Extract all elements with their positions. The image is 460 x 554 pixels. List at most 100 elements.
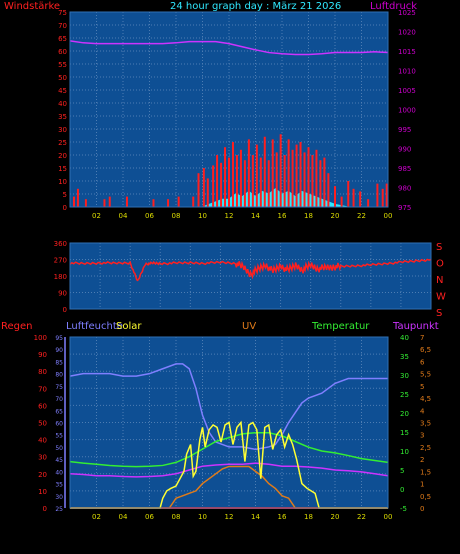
- dewpoint-label: Taupunkt: [393, 321, 439, 332]
- direction-tick-label: 0: [63, 306, 67, 314]
- climate-x-tick-label: 14: [251, 513, 260, 521]
- rain-tick-label: 20: [38, 471, 47, 479]
- pressure-tick-label: 1025: [398, 9, 416, 17]
- uv-tick-label: 1,5: [420, 468, 431, 476]
- climate-x-tick-label: 18: [304, 513, 313, 521]
- humidity-tick-label: 45: [55, 457, 63, 464]
- uv-tick-label: 4: [420, 407, 425, 415]
- rain-tick-label: 0: [43, 505, 47, 513]
- uv-tick-label: 5,5: [420, 371, 431, 379]
- wind-x-tick-label: 12: [225, 212, 234, 220]
- climate-x-tick-label: 20: [331, 513, 340, 521]
- temperature-tick-label: 25: [400, 391, 409, 399]
- temperature-tick-label: 10: [400, 448, 409, 456]
- temperature-tick-label: 5: [400, 467, 404, 475]
- wind-x-tick-label: 08: [172, 212, 181, 220]
- climate-x-tick-label: 08: [172, 513, 181, 521]
- humidity-tick-label: 90: [55, 347, 63, 354]
- solar-line: [70, 420, 388, 509]
- direction-tick-label: 270: [54, 257, 67, 265]
- wind-tick-label: 30: [58, 126, 67, 134]
- humidity-tick-label: 50: [55, 445, 63, 452]
- uv-tick-label: 2,5: [420, 444, 431, 452]
- direction-tick-label: 90: [58, 290, 67, 298]
- rain-tick-label: 10: [38, 488, 47, 496]
- wind-tick-label: 75: [58, 9, 67, 17]
- humidity-tick-label: 30: [55, 494, 63, 501]
- uv-tick-label: 6: [420, 358, 425, 366]
- pressure-tick-label: 1000: [398, 107, 416, 115]
- rain-tick-label: 60: [38, 402, 47, 410]
- temperature-tick-label: 15: [400, 429, 409, 437]
- pressure-tick-label: 1020: [398, 29, 416, 37]
- wind-panel-frame: [69, 11, 389, 208]
- direction-compass-label: S: [436, 242, 442, 253]
- uv-tick-label: 3: [420, 432, 424, 440]
- rain-tick-label: 100: [34, 334, 47, 342]
- humidity-tick-label: 85: [55, 359, 63, 366]
- wind-tick-label: 70: [58, 22, 67, 30]
- uv-line: [70, 465, 388, 509]
- uv-label: UV: [242, 321, 257, 332]
- temperature-tick-label: 35: [400, 353, 409, 361]
- uv-tick-label: 2: [420, 456, 424, 464]
- humidity-tick-label: 75: [55, 384, 63, 391]
- direction-panel-frame: [69, 242, 432, 310]
- wind-tick-label: 0: [63, 204, 67, 212]
- pressure-tick-label: 990: [398, 146, 411, 154]
- temperature-tick-label: 40: [400, 334, 409, 342]
- wind-tick-label: 5: [63, 191, 67, 199]
- pressure-tick-label: 1015: [398, 48, 416, 56]
- rain-tick-label: 90: [38, 351, 47, 359]
- pressure-tick-label: 1010: [398, 68, 416, 76]
- direction-compass-label: O: [436, 259, 444, 270]
- pressure-line: [69, 40, 389, 56]
- humidity-tick-label: 80: [55, 372, 63, 379]
- wind-tick-label: 65: [58, 35, 67, 43]
- temperature-tick-label: 20: [400, 410, 409, 418]
- temperature-tick-label: 0: [400, 486, 404, 494]
- uv-tick-label: 4,5: [420, 395, 431, 403]
- direction-tick-label: 360: [54, 240, 67, 248]
- uv-tick-label: 5: [420, 383, 424, 391]
- uv-tick-label: 3,5: [420, 420, 431, 428]
- dewpoint-line: [69, 462, 389, 478]
- wind-tick-label: 50: [58, 74, 67, 82]
- climate-x-tick-label: 02: [92, 513, 101, 521]
- wind-x-tick-label: 00: [384, 212, 393, 220]
- wind-x-tick-label: 16: [278, 212, 287, 220]
- direction-line: [69, 258, 432, 282]
- wind-tick-label: 60: [58, 48, 67, 56]
- rain-tick-label: 50: [38, 420, 47, 428]
- wind-x-tick-label: 02: [92, 212, 101, 220]
- wind-axis-title: Windstärke: [4, 1, 61, 12]
- humidity-tick-label: 95: [55, 335, 63, 342]
- climate-x-tick-label: 06: [145, 513, 154, 521]
- wind-tick-label: 20: [58, 152, 67, 160]
- wind-x-tick-label: 18: [304, 212, 313, 220]
- temperature-tick-label: -5: [400, 505, 407, 513]
- humidity-tick-label: 25: [55, 506, 63, 513]
- climate-x-tick-label: 04: [119, 513, 128, 521]
- rain-tick-label: 80: [38, 368, 47, 376]
- temperature-line: [69, 432, 389, 468]
- pressure-tick-label: 975: [398, 204, 411, 212]
- wind-tick-label: 25: [58, 139, 67, 147]
- temperature-label: Temperatur: [312, 321, 370, 332]
- wind-x-tick-label: 14: [251, 212, 260, 220]
- climate-x-tick-label: 10: [198, 513, 207, 521]
- wind-x-tick-label: 20: [331, 212, 340, 220]
- climate-x-tick-label: 00: [384, 513, 393, 521]
- climate-x-tick-label: 16: [278, 513, 287, 521]
- uv-tick-label: 1: [420, 481, 424, 489]
- wind-tick-label: 35: [58, 113, 67, 121]
- uv-tick-label: 6,5: [420, 346, 431, 354]
- pressure-tick-label: 995: [398, 126, 411, 134]
- pressure-tick-label: 985: [398, 165, 411, 173]
- humidity-tick-label: 65: [55, 408, 63, 415]
- uv-tick-label: 0: [420, 505, 424, 513]
- humidity-tick-label: 70: [55, 396, 63, 403]
- pressure-axis-title: Luftdruck: [370, 1, 418, 12]
